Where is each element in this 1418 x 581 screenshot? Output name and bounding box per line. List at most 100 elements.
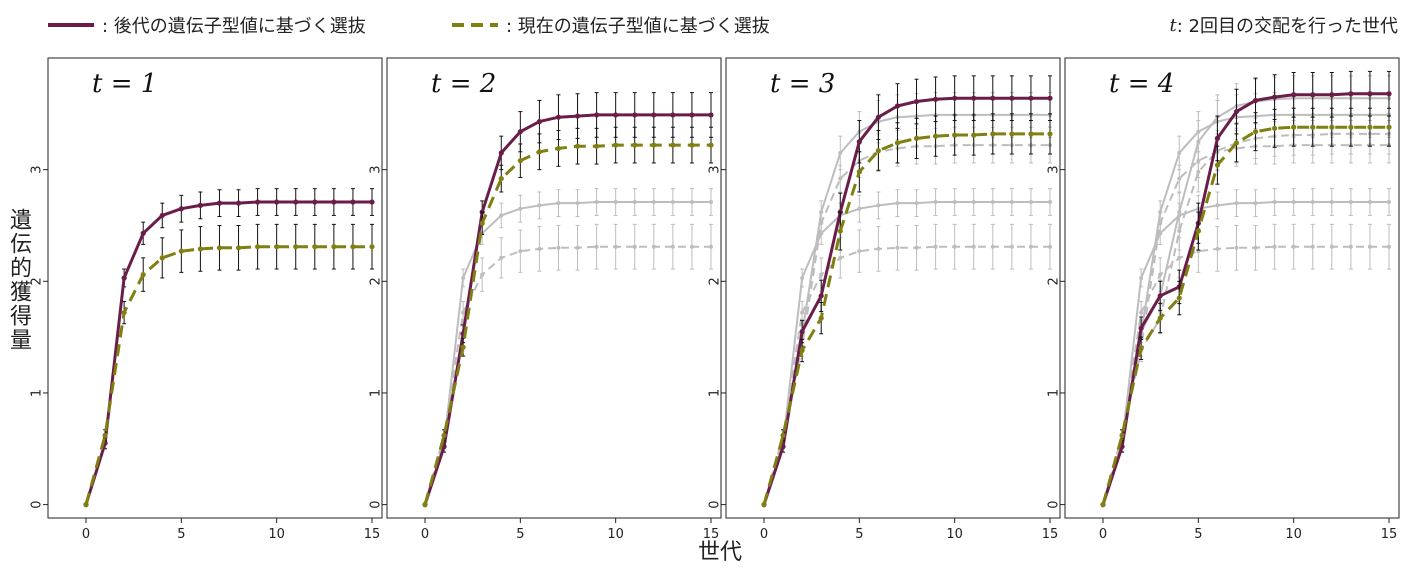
data-point xyxy=(838,255,843,260)
data-point xyxy=(140,272,146,278)
data-point xyxy=(1234,245,1239,250)
series-future-2 xyxy=(422,92,714,508)
legend-t-text: : 2回目の交配を行った世代 xyxy=(1176,16,1398,37)
data-point xyxy=(140,230,146,236)
legend-t-note: t : 2回目の交配を行った世代 xyxy=(1170,10,1398,40)
x-tick-label: 0 xyxy=(82,527,90,542)
data-point xyxy=(1234,201,1239,206)
data-point xyxy=(1329,92,1335,98)
data-point xyxy=(594,244,599,249)
data-point xyxy=(1272,244,1277,249)
y-tick-label: 0 xyxy=(1047,500,1062,508)
x-tick-label: 10 xyxy=(607,527,624,542)
x-tick-label: 10 xyxy=(946,527,963,542)
series-line xyxy=(1102,144,1389,505)
data-point xyxy=(971,200,976,205)
series-line xyxy=(1102,245,1389,505)
data-point xyxy=(274,244,280,250)
data-point xyxy=(235,200,242,206)
data-point xyxy=(971,244,976,249)
data-point xyxy=(331,244,337,250)
data-point xyxy=(1310,92,1316,98)
series-line xyxy=(763,245,1050,505)
y-axis-label: 遺伝的獲得量 xyxy=(6,208,31,352)
data-point xyxy=(1329,124,1335,130)
y-tick-label: 3 xyxy=(369,166,384,174)
data-point xyxy=(1252,97,1259,104)
data-point xyxy=(670,244,675,249)
data-point xyxy=(799,328,805,335)
data-point xyxy=(894,103,901,109)
data-point xyxy=(1157,315,1163,321)
data-point xyxy=(1215,246,1220,251)
data-point xyxy=(1387,200,1391,205)
x-tick-label: 5 xyxy=(177,527,185,542)
y-tick-label: 1 xyxy=(30,389,45,397)
data-point xyxy=(1177,176,1182,181)
data-point xyxy=(594,143,600,149)
data-point xyxy=(990,95,996,101)
series-line xyxy=(1102,132,1389,505)
data-point xyxy=(1310,124,1316,130)
data-point xyxy=(1119,432,1125,438)
data-point xyxy=(1348,124,1354,130)
y-tick-label: 2 xyxy=(369,277,384,285)
data-point xyxy=(856,139,862,145)
data-point xyxy=(651,142,657,148)
legend: : 後代の遺伝子型値に基づく選抜 : 現在の遺伝子型値に基づく選抜 t : 2回… xyxy=(48,10,1408,40)
data-point xyxy=(613,200,618,205)
data-point xyxy=(1272,125,1278,131)
data-point xyxy=(555,145,562,152)
data-point xyxy=(613,112,619,118)
series-line xyxy=(762,132,1050,505)
data-point xyxy=(689,200,694,205)
data-point xyxy=(670,200,675,205)
data-point xyxy=(651,244,656,249)
data-point xyxy=(933,133,939,139)
data-point xyxy=(479,220,485,226)
data-point xyxy=(1348,91,1354,97)
data-point xyxy=(1252,129,1259,135)
data-point xyxy=(709,244,713,249)
data-point xyxy=(102,432,108,438)
data-point xyxy=(422,502,428,508)
data-point xyxy=(216,245,223,251)
data-point xyxy=(933,96,939,102)
data-point xyxy=(651,112,657,118)
data-point xyxy=(293,244,299,250)
y-tick-label: 0 xyxy=(708,500,723,508)
series-line xyxy=(1101,125,1389,505)
data-point xyxy=(875,148,882,154)
data-point xyxy=(914,201,919,206)
x-tick-label: 15 xyxy=(1042,527,1059,542)
x-tick-label: 15 xyxy=(364,527,381,542)
data-point xyxy=(255,199,261,205)
data-point xyxy=(293,199,299,205)
data-point xyxy=(121,275,127,281)
data-point xyxy=(255,244,261,250)
data-point xyxy=(819,272,824,277)
data-point xyxy=(895,201,900,206)
data-point xyxy=(178,206,184,212)
y-tick-label: 1 xyxy=(1047,389,1062,397)
data-point xyxy=(1233,108,1240,115)
panel-frame xyxy=(47,57,383,519)
data-point xyxy=(537,246,542,251)
data-point xyxy=(536,149,543,155)
data-point xyxy=(121,309,127,316)
data-point xyxy=(1139,275,1144,280)
data-point xyxy=(1158,272,1163,277)
series-ghost-0 xyxy=(1101,188,1391,507)
data-point xyxy=(952,95,958,101)
series-line xyxy=(763,113,1050,505)
legend-label-current: : 現在の遺伝子型値に基づく選抜 xyxy=(506,16,770,37)
data-point xyxy=(1214,135,1220,141)
data-point xyxy=(594,200,599,205)
data-point xyxy=(838,176,843,181)
series-current-5 xyxy=(761,113,1053,508)
data-point xyxy=(1028,131,1034,137)
series-line xyxy=(763,144,1050,505)
data-point xyxy=(1291,92,1297,98)
